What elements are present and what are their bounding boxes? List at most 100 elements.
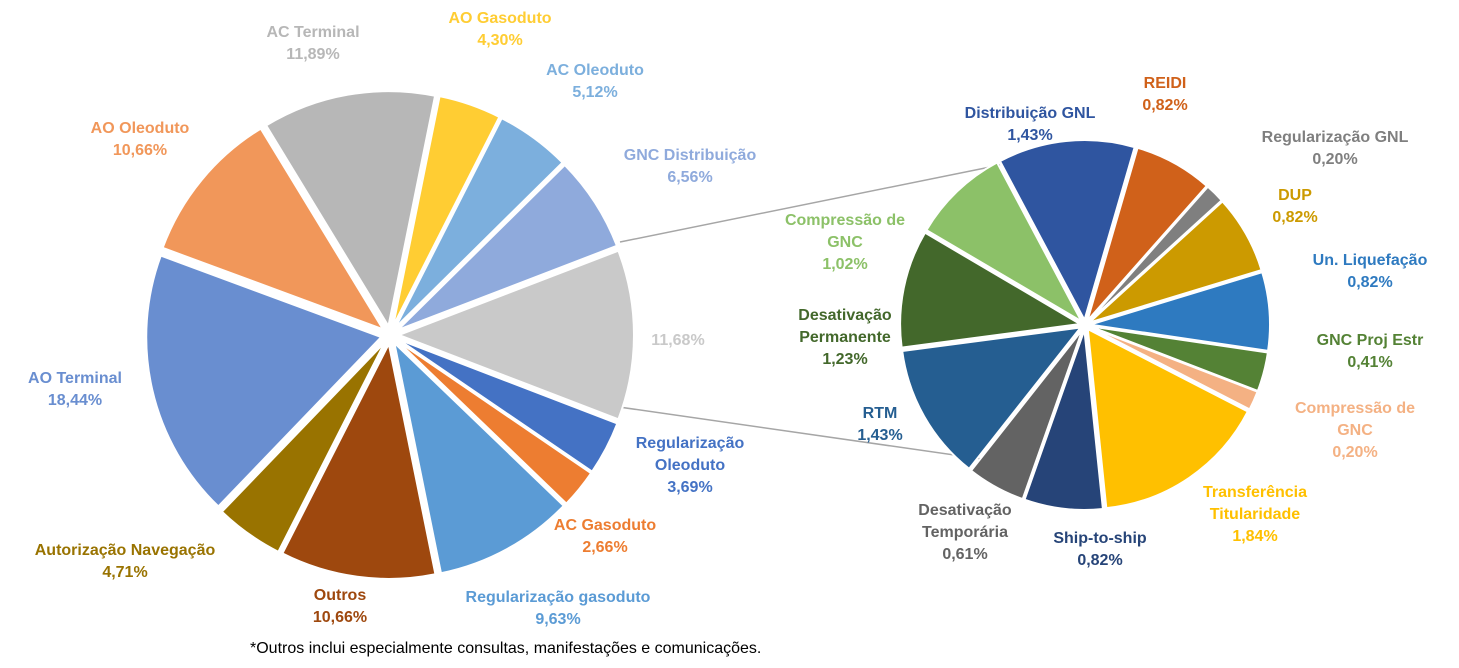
data-label: AC Terminal 11,89% xyxy=(238,22,388,66)
label-name: Desativação Temporária xyxy=(918,502,1012,541)
data-label: Desativação Temporária 0,61% xyxy=(900,500,1030,566)
label-name: AO Gasoduto xyxy=(448,10,552,27)
data-label: Desativação Permanente 1,23% xyxy=(775,305,915,371)
label-value: 9,63% xyxy=(535,611,581,628)
pie-slice xyxy=(1089,326,1259,411)
label-value: 2,66% xyxy=(582,539,628,556)
pie-slice xyxy=(394,116,564,329)
label-name: Outros xyxy=(313,587,367,604)
label-value: 1,43% xyxy=(857,427,903,444)
pie-slice xyxy=(1089,270,1271,353)
label-value: 10,66% xyxy=(312,609,368,626)
label-name: GNC Proj Estr xyxy=(1316,332,1424,349)
label-value: 3,69% xyxy=(667,479,713,496)
pie-slice xyxy=(396,249,635,421)
data-label: GNC Distribuição 6,56% xyxy=(605,145,775,189)
label-name: AC Terminal xyxy=(266,24,360,41)
data-label: Regularização GNL 0,20% xyxy=(1235,127,1435,171)
label-value: 0,82% xyxy=(1347,274,1393,291)
label-name: AO Terminal xyxy=(28,370,122,387)
label-value: 10,66% xyxy=(112,142,168,159)
pie-slice xyxy=(145,254,384,508)
pie-slice xyxy=(1086,327,1250,510)
data-label: AO Gasoduto 4,30% xyxy=(425,8,575,52)
data-label: Regularização gasoduto 9,63% xyxy=(423,587,693,631)
data-label: DUP 0,82% xyxy=(1255,185,1335,229)
label-name: Regularização Oleoduto xyxy=(635,435,745,474)
data-label: AC Gasoduto 2,66% xyxy=(535,515,675,559)
label-value: 0,20% xyxy=(1332,444,1378,461)
data-label: GNC Proj Estr 0,41% xyxy=(1290,330,1450,374)
pie-slice xyxy=(391,94,501,327)
label-value: 1,23% xyxy=(822,351,868,368)
pie-slice xyxy=(161,127,386,332)
pie-slice xyxy=(1087,185,1224,323)
pie-slice xyxy=(899,231,1084,349)
label-value: 0,61% xyxy=(942,546,988,563)
pie-slice xyxy=(392,339,566,575)
pie-slice xyxy=(998,139,1136,323)
data-label: Un. Liquefação 0,82% xyxy=(1280,250,1459,294)
label-name: Compressão de GNC xyxy=(1294,400,1416,439)
label-name: Regularização GNL xyxy=(1261,129,1409,146)
label-value: 1,02% xyxy=(822,256,868,273)
label-value: 4,30% xyxy=(477,32,523,49)
label-value: 11,89% xyxy=(286,46,340,63)
data-label: AC Oleoduto 5,12% xyxy=(520,60,670,104)
pie-slice xyxy=(396,339,593,505)
label-name: Desativação Permanente xyxy=(798,307,892,346)
label-value: 0,82% xyxy=(1142,97,1188,114)
label-name: AC Oleoduto xyxy=(546,62,644,79)
pie-slice xyxy=(901,326,1083,471)
label-name: Ship-to-ship xyxy=(1053,530,1147,547)
label-value: 0,82% xyxy=(1272,209,1318,226)
data-label: Compressão de GNC 1,02% xyxy=(775,210,915,276)
pie-slice xyxy=(220,341,386,554)
label-name: AC Gasoduto xyxy=(553,517,657,534)
label-name: Un. Liquefação xyxy=(1312,252,1428,269)
pie-slice xyxy=(396,163,619,332)
data-label: Ship-to-ship 0,82% xyxy=(1030,528,1170,572)
data-label: Regularização Oleoduto 3,69% xyxy=(615,433,765,499)
label-value: 11,68% xyxy=(651,332,705,349)
label-name: Regularização gasoduto xyxy=(465,589,651,606)
label-name: DUP xyxy=(1278,187,1312,204)
label-value: 0,20% xyxy=(1312,151,1358,168)
pie-slice xyxy=(1088,199,1263,324)
label-name: AO Oleoduto xyxy=(90,120,190,137)
data-label: Compressão de GNC 0,20% xyxy=(1280,398,1430,464)
pie-slice xyxy=(925,161,1085,325)
data-label: 11,68% xyxy=(638,330,718,352)
data-label: REIDI 0,82% xyxy=(1125,73,1205,117)
label-name: Compressão de GNC xyxy=(784,212,906,251)
label-value: 5,12% xyxy=(572,84,618,101)
label-value: 0,41% xyxy=(1347,354,1393,371)
label-value: 18,44% xyxy=(47,392,103,409)
pie-slice xyxy=(969,328,1084,501)
label-value: 1,84% xyxy=(1232,528,1278,545)
pie-slice xyxy=(1023,329,1105,511)
pie-slice xyxy=(281,340,437,580)
data-label: Distribuição GNL 1,43% xyxy=(935,103,1125,147)
data-label: Outros 10,66% xyxy=(280,585,400,629)
data-label: AO Oleoduto 10,66% xyxy=(65,118,215,162)
pie-slice xyxy=(264,90,437,329)
label-name: Autorização Navegação xyxy=(34,542,216,559)
label-value: 0,82% xyxy=(1077,552,1123,569)
data-label: AO Terminal 18,44% xyxy=(5,368,145,412)
pie-slice xyxy=(397,338,619,474)
label-name: RTM xyxy=(862,405,898,422)
label-name: Distribuição GNL xyxy=(964,105,1096,122)
pie-slice xyxy=(1086,146,1209,322)
label-value: 6,56% xyxy=(667,169,713,186)
data-label: Transferência Titularidade 1,84% xyxy=(1180,482,1330,548)
label-value: 4,71% xyxy=(102,564,148,581)
label-value: 1,43% xyxy=(1007,127,1053,144)
label-name: REIDI xyxy=(1143,75,1187,92)
label-name: Transferência Titularidade xyxy=(1202,484,1308,523)
data-label: RTM 1,43% xyxy=(840,403,920,447)
connector xyxy=(619,164,1001,243)
footnote: *Outros inclui especialmente consultas, … xyxy=(250,640,762,657)
